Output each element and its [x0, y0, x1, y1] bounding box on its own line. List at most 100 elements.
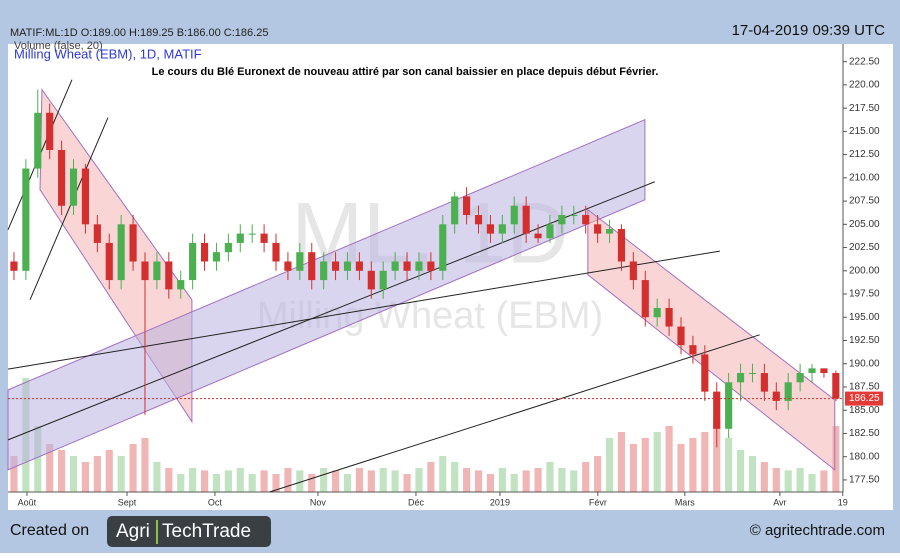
- candle-body: [308, 252, 316, 281]
- trendline: [7, 250, 720, 370]
- candle-body: [248, 233, 256, 235]
- logo-text: Agri: [116, 521, 150, 542]
- candle-body: [641, 280, 649, 318]
- volume-bar: [200, 470, 209, 492]
- x-tick-label: Nov: [310, 497, 327, 507]
- candle-body: [403, 261, 411, 271]
- volume-bar: [463, 468, 471, 492]
- y-tick-label: 197.50: [849, 289, 880, 300]
- candle-body: [570, 215, 578, 217]
- y-tick-label: 195.00: [849, 312, 880, 323]
- volume-bar: [284, 468, 292, 492]
- candle-body: [486, 224, 494, 234]
- x-tick-label: Févr: [589, 497, 607, 507]
- volume-bar: [117, 456, 125, 492]
- volume-bar: [10, 456, 18, 492]
- candle-body: [832, 373, 840, 399]
- candle-body: [343, 261, 352, 271]
- volume-bar: [379, 468, 387, 492]
- x-tick-label: Déc: [408, 497, 425, 507]
- candle-body: [81, 168, 89, 225]
- volume-bar: [701, 432, 709, 492]
- candle-body: [677, 326, 685, 346]
- volume-bar: [796, 468, 804, 492]
- volume-bar: [236, 468, 244, 492]
- candle-body: [510, 205, 518, 225]
- created-on: Created on: [10, 522, 89, 539]
- volume-bar: [331, 470, 340, 492]
- volume-bar: [474, 470, 483, 492]
- y-tick-label: 182.50: [849, 428, 880, 439]
- volume-bar: [58, 450, 66, 492]
- candle-body: [820, 368, 828, 374]
- candle-body: [22, 168, 30, 271]
- candle-body: [331, 261, 340, 271]
- trendline: [29, 117, 109, 300]
- volume-bar: [748, 456, 757, 492]
- volume-bar: [498, 468, 506, 492]
- volume-bar: [296, 470, 304, 492]
- candle-body: [760, 373, 768, 392]
- candle-body: [808, 368, 816, 374]
- x-tick-label: Août: [18, 497, 37, 507]
- candle-body: [296, 252, 304, 271]
- candle-body: [391, 261, 399, 271]
- candle-body: [153, 261, 161, 281]
- candle-body: [725, 382, 733, 429]
- volume-bar: [46, 444, 54, 492]
- volume-bar: [355, 468, 363, 492]
- volume-bar: [81, 462, 89, 492]
- volume-bar: [308, 474, 316, 492]
- y-tick-label: 177.50: [849, 475, 880, 486]
- volume-bar: [177, 474, 185, 492]
- candle-body: [117, 224, 125, 281]
- candle-body: [129, 224, 137, 262]
- candle-body: [713, 391, 721, 429]
- y-tick-label: 180.00: [849, 451, 880, 462]
- volume-bar: [677, 444, 685, 492]
- candle-body: [582, 215, 590, 225]
- volume-bar: [736, 450, 745, 492]
- volume-bar: [784, 470, 792, 492]
- volume-bar: [760, 462, 768, 492]
- volume-bar: [403, 474, 411, 492]
- candle-body: [772, 391, 780, 401]
- volume-bar: [141, 438, 149, 492]
- candle-body: [236, 233, 244, 243]
- volume-bar: [69, 456, 78, 492]
- y-tick-label: 215.00: [849, 126, 880, 137]
- volume-bar: [34, 426, 42, 492]
- y-tick-label: 187.50: [849, 382, 880, 393]
- volume-bar: [594, 456, 602, 492]
- candle-body: [379, 270, 387, 290]
- candle-body: [165, 261, 173, 290]
- volume-bar: [486, 474, 494, 492]
- candle-body: [58, 149, 66, 206]
- x-tick-label: 2019: [490, 497, 510, 507]
- candle-body: [46, 112, 54, 150]
- y-tick-label: 222.50: [849, 56, 880, 67]
- volume-bar: [343, 474, 352, 492]
- candle-body: [546, 224, 554, 239]
- annotation: Le cours du Blé Euronext de nouveau atti…: [152, 66, 659, 78]
- chart-title: Milling Wheat (EBM), 1D, MATIF: [14, 46, 202, 61]
- volume-bar: [105, 450, 113, 492]
- candle-body: [558, 215, 566, 225]
- candle-body: [105, 242, 113, 281]
- candle-body: [784, 382, 792, 401]
- volume-bar: [653, 432, 661, 492]
- candle-body: [522, 205, 530, 234]
- x-tick-label: Avr: [773, 497, 786, 507]
- y-tick-label: 207.50: [849, 196, 880, 207]
- volume-bar: [439, 456, 447, 492]
- volume-bar: [546, 462, 554, 492]
- y-tick-label: 212.50: [849, 149, 880, 160]
- volume-bar: [415, 468, 423, 492]
- candle-body: [701, 354, 709, 392]
- volume-bar: [510, 474, 518, 492]
- volume-bar: [605, 438, 614, 492]
- y-tick-label: 192.50: [849, 335, 880, 346]
- last-price-label: 186.25: [849, 393, 880, 404]
- volume-bar: [93, 456, 101, 492]
